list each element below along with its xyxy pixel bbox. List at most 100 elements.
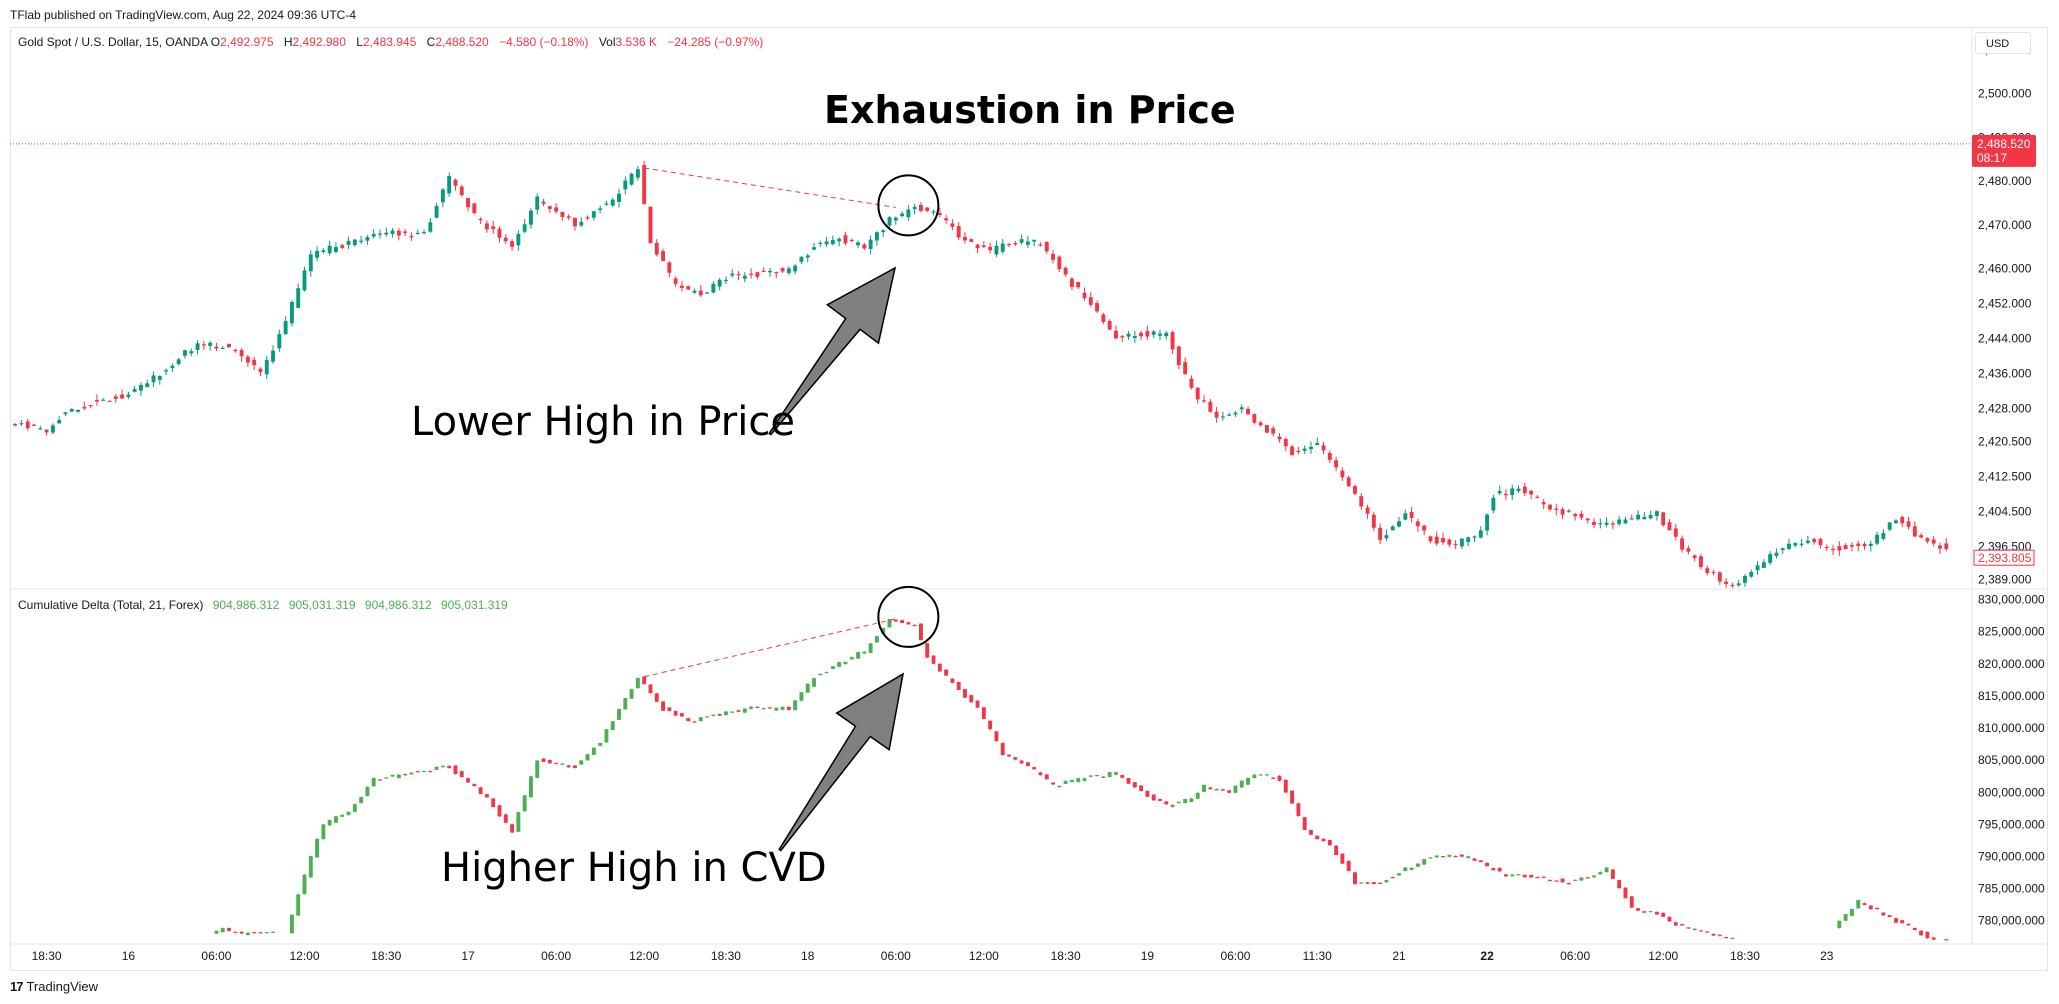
cvd-candle <box>447 765 452 769</box>
cvd-candle <box>1202 784 1206 793</box>
cvd-candle <box>679 712 684 718</box>
price-candle-body <box>717 279 722 287</box>
price-candle-body <box>560 212 565 218</box>
cvd-candle <box>799 691 804 702</box>
price-candle-body <box>1371 514 1376 528</box>
volume-change-value: −24.285 (−0.97%) <box>667 35 764 49</box>
cvd-candle-body <box>812 678 816 687</box>
price-candle-body <box>893 217 898 221</box>
price-candle <box>1208 398 1213 413</box>
cvd-candle <box>1717 934 1722 937</box>
cvd-candle <box>1535 876 1540 879</box>
cvd-candle <box>1327 839 1332 846</box>
price-candle <box>453 178 458 191</box>
price-candle <box>13 423 18 427</box>
price-candle-body <box>1271 428 1276 434</box>
cvd-candle-body <box>566 765 571 768</box>
cvd-candle <box>874 635 879 643</box>
cvd-candle <box>1189 797 1194 803</box>
price-candle <box>742 272 747 283</box>
price-candle <box>145 379 150 388</box>
cvd-candle-body <box>1353 872 1357 885</box>
tradingview-footer[interactable]: 17 TradingView <box>10 979 98 994</box>
symbol-name[interactable]: Gold Spot / U.S. Dollar, 15, OANDA <box>18 35 208 49</box>
price-candle-body <box>623 180 628 190</box>
cvd-candle <box>1233 785 1238 794</box>
last-price-badge <box>1972 134 2036 167</box>
price-candle <box>214 343 219 352</box>
price-candle <box>692 288 697 294</box>
price-candle-body <box>1818 539 1823 546</box>
cvd-candle-body <box>1497 867 1502 872</box>
price-candle <box>459 185 464 197</box>
price-candle-body <box>566 216 571 218</box>
cvd-candle-body <box>1667 916 1672 922</box>
price-candle-body <box>535 196 540 210</box>
cvd-pane: 830,000.000 825,000.000 820,000.000 815,000… <box>214 585 2045 941</box>
cvd-candle-body <box>252 932 257 934</box>
cvd-candle <box>1334 845 1339 856</box>
price-candle-body <box>82 406 87 409</box>
price-candle <box>1422 524 1427 536</box>
price-candle <box>1290 444 1295 456</box>
volume-value: 3.536 K <box>615 35 657 49</box>
price-candle-body <box>944 218 949 221</box>
price-candle-body <box>1170 332 1175 350</box>
cvd-candle <box>1183 798 1188 804</box>
price-candle <box>1931 536 1936 547</box>
price-candle <box>1189 375 1194 390</box>
price-candle-body <box>1013 243 1018 245</box>
price-candle-body <box>1453 544 1458 546</box>
cvd-y-tick-label: 785,000.000 <box>1978 882 2045 896</box>
price-candle <box>1919 533 1924 539</box>
cvd-candle <box>1264 774 1269 776</box>
cvd-candle-body <box>264 932 269 934</box>
price-candle <box>1837 541 1842 556</box>
price-candle-body <box>409 236 414 238</box>
price-y-tick-label: 2,420.500 <box>1978 434 2032 448</box>
cvd-candle-body <box>635 678 640 689</box>
cvd-candle <box>843 661 848 665</box>
price-candle <box>906 205 911 221</box>
cvd-candle-body <box>1894 918 1898 923</box>
cvd-y-tick-label: 830,000.000 <box>1978 593 2045 607</box>
price-candle-body <box>1309 446 1313 450</box>
cvd-candle-body <box>881 627 886 634</box>
price-candle <box>1170 330 1175 355</box>
price-candle <box>1906 516 1911 530</box>
cvd-candle <box>478 786 483 795</box>
price-candle <box>1164 331 1169 340</box>
cvd-candle <box>271 931 275 933</box>
cvd-candle-body <box>874 636 879 643</box>
price-candle-body <box>868 239 873 249</box>
cvd-candle-body <box>837 662 842 667</box>
price-candle <box>573 217 577 231</box>
price-candle <box>434 202 439 219</box>
price-candle-body <box>1107 320 1112 330</box>
currency-selector[interactable]: USD <box>1975 32 2031 54</box>
price-candle <box>1617 516 1622 527</box>
price-candle <box>466 197 470 211</box>
cvd-candle-body <box>1170 804 1175 808</box>
cvd-candle <box>529 775 533 798</box>
price-candle-body <box>818 242 823 245</box>
price-candle-body <box>529 210 533 225</box>
cvd-candle <box>900 619 905 624</box>
cvd-candle <box>1025 761 1030 767</box>
price-candle <box>1403 509 1408 521</box>
price-candle <box>1051 249 1055 264</box>
price-candle <box>1680 535 1685 553</box>
price-candle <box>415 229 420 235</box>
cvd-candle-body <box>912 624 917 627</box>
chart-frame[interactable] <box>10 27 2048 971</box>
price-candle <box>1365 504 1370 520</box>
cvd-indicator-name[interactable]: Cumulative Delta (Total, 21, Forex) <box>18 598 204 612</box>
cvd-candle <box>1246 777 1250 785</box>
change-value: −4.580 (−0.18%) <box>499 35 589 49</box>
price-candle <box>1126 331 1131 340</box>
price-candle-body <box>76 409 80 412</box>
cvd-candle-body <box>1246 777 1250 785</box>
cvd-candle-body <box>1239 780 1244 788</box>
cvd-candle-body <box>1044 774 1049 780</box>
